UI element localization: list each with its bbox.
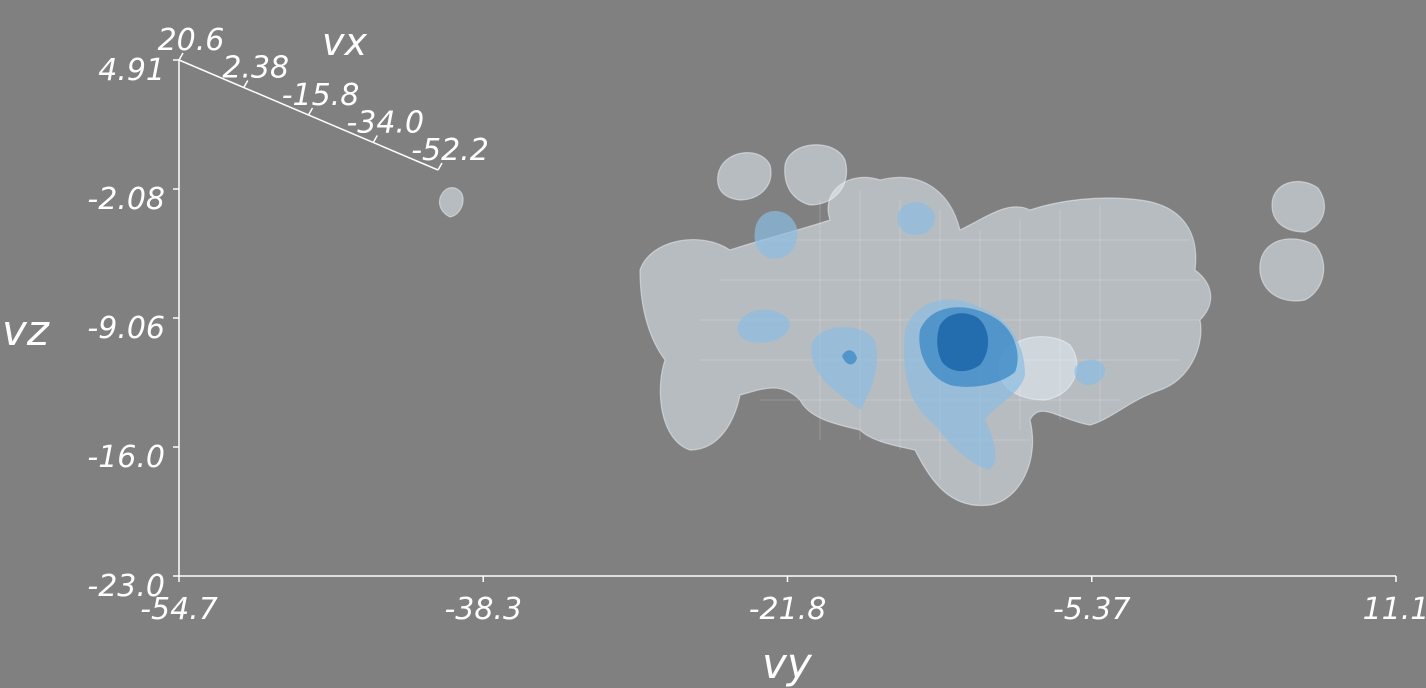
vx-tick-mark (243, 80, 249, 88)
vy-tick-label: -21.8 (749, 592, 827, 627)
vz-tick-label: -9.06 (87, 311, 165, 346)
isosurface-blob (842, 350, 857, 365)
vz-axis-title: vz (2, 306, 50, 355)
vz-tick-label: -16.0 (87, 440, 165, 475)
isosurface-blob (897, 202, 936, 236)
vz-axis-ticks: 4.91 -2.08 -9.06 -16.0 -23.0 (87, 53, 179, 604)
vx-axis-title: vx (322, 20, 367, 64)
isosurface-blob (784, 144, 848, 206)
vz-tick-label: -2.08 (87, 182, 165, 217)
isosurface-blob (1259, 238, 1325, 302)
isosurface-blob (754, 210, 798, 259)
isosurface-core-layer (937, 313, 989, 372)
vy-axis-ticks: -54.7 -38.3 -21.8 -5.37 11.1 (140, 576, 1426, 627)
vy-tick-label: -54.7 (140, 592, 218, 627)
vz-tick-label: 4.91 (98, 53, 165, 88)
vx-tick-mark (178, 52, 184, 61)
vy-tick-label: -38.3 (444, 592, 522, 627)
isosurface-blob (811, 327, 878, 410)
vz-tick-label: -23.0 (87, 569, 165, 604)
vx-tick-mark (372, 135, 378, 143)
isosurface-blob (1074, 359, 1106, 386)
isosurface-blob (717, 152, 772, 201)
vx-tick-label: -34.0 (346, 106, 424, 141)
vx-tick-label: 20.6 (158, 23, 225, 58)
vx-tick-label: 2.38 (222, 51, 289, 86)
axes: -54.7 -38.3 -21.8 -5.37 11.1 4.91 -2.08 -9.06 -… (2, 20, 1426, 688)
vy-tick-label: 11.1 (1363, 592, 1426, 627)
vx-tick-label: -15.8 (282, 78, 360, 113)
isosurface-blob (1271, 180, 1326, 233)
vy-axis-title: vy (762, 639, 813, 688)
vx-tick-label: -52.2 (411, 133, 489, 168)
vy-tick-label: -5.37 (1053, 592, 1131, 627)
isosurface-blob (737, 309, 790, 343)
vx-tick-mark (307, 107, 314, 116)
vx-tick-mark (437, 162, 443, 171)
isosurface-blob (937, 313, 989, 372)
isosurface-outer-layer (438, 144, 1326, 507)
isosurface-blob (438, 187, 464, 218)
vx-axis-ticks: 20.62.38-15.8-34.0-52.2 (158, 23, 489, 171)
